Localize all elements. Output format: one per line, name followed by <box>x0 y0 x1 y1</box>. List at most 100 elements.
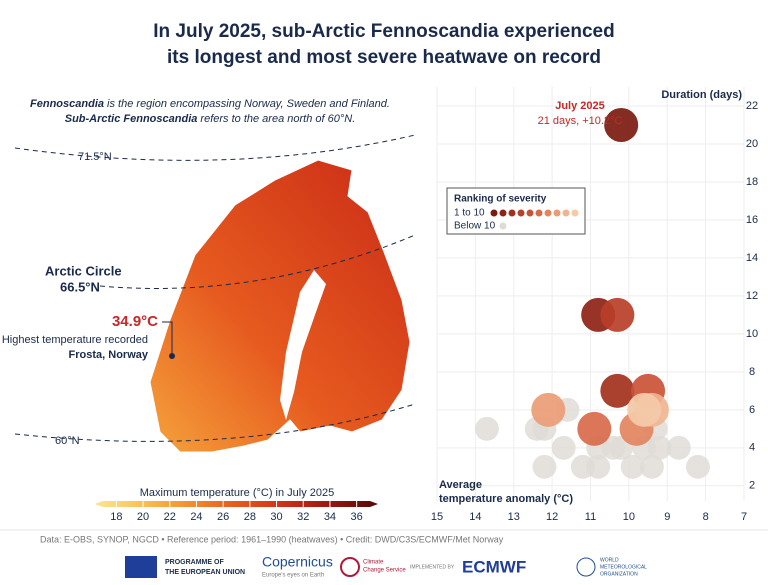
title: In July 2025, sub-Arctic Fennoscandia ex… <box>153 21 614 42</box>
bubble <box>685 454 710 479</box>
land <box>149 159 411 453</box>
lat-label: 66.5°N <box>60 279 100 294</box>
gulf-of-bothnia <box>280 270 326 420</box>
logo-text: METEOROLOGICAL <box>600 564 647 570</box>
lat-label: 71.5°N <box>78 151 112 163</box>
x-tick-label: 15 <box>431 511 443 523</box>
logos: PROGRAMME OF THE EUROPEAN UNION Copernic… <box>125 554 647 579</box>
legend-swatch <box>490 209 498 217</box>
lat-label: 60°N <box>55 435 80 447</box>
bubble <box>647 435 672 460</box>
bubble <box>600 373 635 408</box>
lat-label: Arctic Circle <box>45 263 122 278</box>
colorbar-tick-label: 20 <box>137 511 149 523</box>
legend-label: Below 10 <box>454 221 496 232</box>
y-tick-label: 10 <box>746 328 758 340</box>
logo-text: IMPLEMENTED BY <box>410 564 455 570</box>
intro: Sub-Arctic Fennoscandia refers to the ar… <box>65 113 356 125</box>
bubble <box>639 454 664 479</box>
intro-em: Sub-Arctic Fennoscandia <box>65 113 198 125</box>
wmo-mark <box>576 557 596 577</box>
colorbar-tick-label: 34 <box>324 511 336 523</box>
bubble <box>600 297 635 332</box>
map <box>14 134 416 453</box>
y-axis-title: Duration (days) <box>661 89 742 101</box>
bubble <box>620 454 645 479</box>
legend-swatch <box>544 209 552 217</box>
colorbar-arrow <box>370 501 378 507</box>
colorbar: 18 20 22 24 26 28 30 32 34 36 <box>95 501 378 523</box>
logo-text: Change Service <box>363 568 406 574</box>
colorbar-bar <box>103 501 370 507</box>
c3s-mark <box>340 557 360 577</box>
legend-swatch <box>562 209 570 217</box>
y-tick-label: 8 <box>749 366 755 378</box>
record-place: Frosta, Norway <box>69 349 149 361</box>
bubble <box>666 435 691 460</box>
bubble <box>532 454 557 479</box>
colorbar-tick-label: 30 <box>270 511 282 523</box>
x-tick-label: 12 <box>546 511 558 523</box>
annotation: 21 days, +10.2°C <box>538 115 623 127</box>
colorbar-tick-label: 22 <box>164 511 176 523</box>
logo-text: WORLD <box>600 557 619 563</box>
latitude-line <box>14 134 416 161</box>
credit: Data: E-OBS, SYNOP, NGCD • Reference per… <box>40 534 504 544</box>
intro-em: Fennoscandia <box>30 98 104 110</box>
logo-text: Climate <box>363 560 384 566</box>
y-tick-label: 14 <box>746 252 758 264</box>
x-tick-label: 7 <box>741 511 747 523</box>
x-tick-label: 11 <box>585 511 596 523</box>
legend-swatch <box>499 209 507 217</box>
legend-swatch <box>499 222 507 230</box>
y-tick-label: 12 <box>746 290 758 302</box>
x-tick-label: 8 <box>703 511 709 523</box>
latitude-line <box>14 403 416 442</box>
title: its longest and most severe heatwave on … <box>167 47 601 68</box>
y-tick-label: 20 <box>746 138 758 150</box>
legend-swatch <box>517 209 525 217</box>
bubble <box>531 392 566 427</box>
x-tick-label: 10 <box>623 511 635 523</box>
bubble <box>604 107 639 142</box>
y-tick-label: 4 <box>749 442 755 454</box>
bubble <box>577 411 612 446</box>
intro-text: refers to the area north of 60°N. <box>197 113 355 125</box>
y-tick-label: 6 <box>749 404 755 416</box>
colorbar-arrow <box>95 501 103 507</box>
bubble <box>627 392 662 427</box>
legend-swatch <box>526 209 534 217</box>
colorbar-tick-label: 26 <box>217 511 229 523</box>
y-tick-label: 18 <box>746 176 758 188</box>
x-tick-label: 9 <box>664 511 670 523</box>
logo-text: Europe's eyes on Earth <box>262 573 324 579</box>
logo-text: ORGANIZATION <box>600 571 638 577</box>
logo-text: THE EUROPEAN UNION <box>165 569 245 576</box>
bubble <box>551 435 576 460</box>
bubble <box>586 454 611 479</box>
y-tick-label: 2 <box>749 480 755 492</box>
record-value: 34.9°C <box>112 313 158 330</box>
y-tick-label: 16 <box>746 214 758 226</box>
colorbar-tick-label: 32 <box>297 511 309 523</box>
x-axis-title: Average temperature anomaly (°C) <box>439 479 573 505</box>
logo-text: Copernicus <box>262 554 333 570</box>
x-axis-title-part: Average <box>439 479 482 491</box>
scatter-chart: 2 4 6 8 10 12 14 16 18 20 22 15 14 13 12 11 10 9 8 7 Duratio… <box>431 87 758 523</box>
record-label: Highest temperature recorded <box>2 334 148 346</box>
x-tick-label: 14 <box>469 511 481 523</box>
colorbar-tick-label: 18 <box>110 511 122 523</box>
colorbar-tick-label: 24 <box>190 511 202 523</box>
intro: Fennoscandia is the region encompassing … <box>30 98 390 110</box>
legend-swatch <box>571 209 579 217</box>
logo-text: PROGRAMME OF <box>165 559 224 566</box>
eu-flag <box>125 556 157 578</box>
leader <box>162 321 173 356</box>
legend-title: Ranking of severity <box>454 194 547 205</box>
colorbar-tick-label: 28 <box>244 511 256 523</box>
x-axis-title-part: temperature anomaly (°C) <box>439 493 573 505</box>
legend-swatch <box>553 209 561 217</box>
bubble <box>474 416 499 441</box>
legend-box <box>446 187 586 235</box>
